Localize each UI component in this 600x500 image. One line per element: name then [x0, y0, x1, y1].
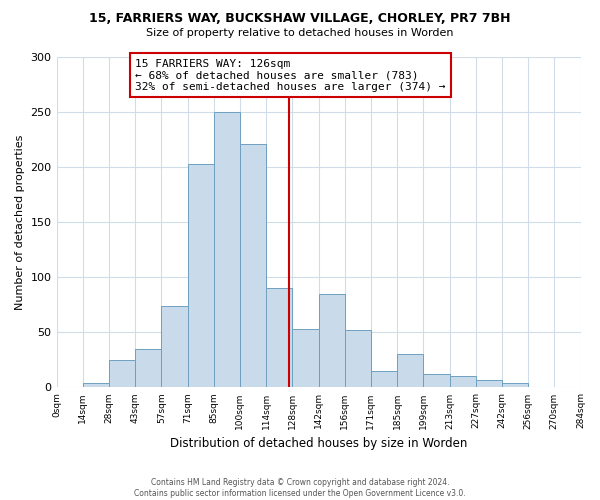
- Bar: [502, 383, 528, 388]
- Bar: [371, 371, 397, 388]
- Bar: [449, 376, 476, 388]
- Bar: [345, 330, 371, 388]
- Bar: [476, 380, 502, 388]
- Bar: [266, 288, 292, 388]
- Text: 15 FARRIERS WAY: 126sqm
← 68% of detached houses are smaller (783)
32% of semi-d: 15 FARRIERS WAY: 126sqm ← 68% of detache…: [135, 58, 446, 92]
- X-axis label: Distribution of detached houses by size in Worden: Distribution of detached houses by size …: [170, 437, 467, 450]
- Text: Size of property relative to detached houses in Worden: Size of property relative to detached ho…: [146, 28, 454, 38]
- Bar: [135, 349, 161, 388]
- Bar: [161, 306, 188, 388]
- Bar: [83, 383, 109, 388]
- Bar: [319, 294, 345, 388]
- Bar: [397, 354, 424, 388]
- Bar: [292, 329, 319, 388]
- Bar: [424, 374, 449, 388]
- Bar: [214, 112, 240, 388]
- Y-axis label: Number of detached properties: Number of detached properties: [15, 134, 25, 310]
- Bar: [109, 360, 135, 388]
- Text: 15, FARRIERS WAY, BUCKSHAW VILLAGE, CHORLEY, PR7 7BH: 15, FARRIERS WAY, BUCKSHAW VILLAGE, CHOR…: [89, 12, 511, 26]
- Bar: [188, 164, 214, 388]
- Bar: [240, 144, 266, 388]
- Text: Contains HM Land Registry data © Crown copyright and database right 2024.
Contai: Contains HM Land Registry data © Crown c…: [134, 478, 466, 498]
